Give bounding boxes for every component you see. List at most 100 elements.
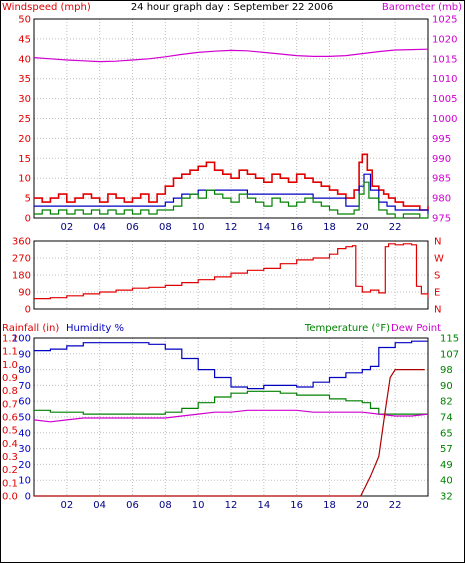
barometer-tick-label: 1020 [432,34,457,45]
temperature-tick-label: 49 [440,460,453,471]
wind-dir-frame [33,240,429,310]
rainfall-axis-label: Rainfall (in) [2,323,59,334]
rainfall-tick-label: 0.6 [2,413,18,424]
x-tick-label: 08 [159,500,172,511]
chart-title: 24 hour graph day : September 22 2006 [131,2,333,13]
x-tick-label: 14 [257,222,270,233]
windspeed-axis-label: Windspeed (mph) [2,2,91,13]
x-tick-label: 10 [192,222,205,233]
x-tick-label: 06 [126,500,139,511]
rainfall-tick-label: 1.2 [2,334,18,345]
barometer-tick-label: 975 [432,214,451,225]
direction-tick-label: 180 [12,271,31,282]
wind-baro-frame [33,18,429,219]
barometer-tick-label: 995 [432,134,451,145]
humidity-tick-label: 40 [18,428,31,439]
low-line [34,181,429,219]
x-tick-label: 08 [159,222,172,233]
humidity-tick-label: 30 [18,444,31,455]
x-tick-label: 16 [290,222,303,233]
barometer-tick-label: 980 [432,194,451,205]
rainfall-tick-label: 0.3 [2,452,18,463]
temperature-tick-label: 57 [440,444,453,455]
temperature-tick-label: 65 [440,428,453,439]
temperature-tick-label: 82 [440,397,453,408]
wind-baro-panel: 02 04 06 08 10 12 14 16 18 20 22051015202530354045… [18,15,457,234]
windspeed-tick-label: 25 [18,114,31,125]
compass-tick-label: N [434,237,441,248]
barometer-tick-label: 1000 [432,114,457,125]
rainfall-tick-label: 0.4 [2,439,18,450]
compass-tick-label: S [434,271,440,282]
dewpoint-line [33,409,429,423]
dewpoint-axis-label: Dew Point [391,323,441,334]
x-tick-label: 20 [356,222,369,233]
rainfall-tick-label: 0.1 [2,478,18,489]
rainfall-tick-label: 1.0 [2,360,18,371]
barometer-tick-label: 1015 [432,54,457,65]
humidity-tick-label: 20 [18,460,31,471]
temperature-tick-label: 90 [440,381,453,392]
rainfall-tick-label: 0.0 [2,492,18,503]
windspeed-tick-label: 35 [18,74,31,85]
windspeed-tick-label: 40 [18,54,31,65]
barometer-tick-label: 990 [432,154,451,165]
rain-humidity-temp-panel: 02 04 06 08 10 12 14 16 18 20 22 0.0 0.1 0.2 0.3 0.4 0.5… [2,334,459,512]
compass-tick-label: W [434,254,444,265]
gust-line [34,153,429,211]
rainfall-tick-label: 0.9 [2,373,18,384]
barometer-line [33,48,429,63]
temperature-tick-label: 115 [440,334,459,345]
x-tick-label: 20 [356,500,369,511]
x-tick-label: 12 [225,500,238,511]
x-tick-label: 04 [93,222,106,233]
humidity-tick-label: 50 [18,413,31,424]
windspeed-tick-label: 10 [18,174,31,185]
barometer-tick-label: 985 [432,174,451,185]
rainfall-tick-label: 1.1 [2,347,18,358]
x-tick-label: 02 [60,222,73,233]
windspeed-tick-label: 50 [18,15,31,26]
temperature-line [34,390,428,415]
humidity-tick-label: 0 [25,492,31,503]
barometer-tick-label: 1005 [432,94,457,105]
barometer-axis-label: Barometer (mb) [382,2,462,13]
windspeed-tick-label: 45 [18,34,31,45]
direction-tick-label: 90 [18,288,31,299]
humidity-tick-label: 90 [18,349,31,360]
rainfall-tick-label: 0.8 [2,386,18,397]
humidity-tick-label: 60 [18,397,31,408]
rainfall-tick-label: 0.5 [2,426,18,437]
humidity-tick-label: 70 [18,381,31,392]
humidity-line [34,340,428,390]
temperature-axis-label: Temperature (°F) [304,323,390,334]
x-tick-label: 02 [60,500,73,511]
windspeed-tick-label: 5 [25,194,31,205]
rainfall-tick-label: 0.7 [2,399,18,410]
temperature-tick-label: 107 [440,349,459,360]
x-tick-label: 04 [93,500,106,511]
rainfall-tick-label: 0.2 [2,465,18,476]
humidity-tick-label: 80 [18,365,31,376]
x-tick-label: 10 [192,500,205,511]
x-tick-label: 18 [323,222,336,233]
x-tick-label: 06 [126,222,139,233]
windspeed-tick-label: 0 [25,214,31,225]
x-tick-label: 22 [389,222,402,233]
barometer-tick-label: 1010 [432,74,457,85]
humidity-axis-label: Humidity % [66,323,124,334]
wind-direction-line [34,243,429,300]
x-tick-label: 14 [257,500,270,511]
humidity-tick-label: 10 [18,476,31,487]
direction-tick-label: 270 [12,254,31,265]
x-tick-label: 12 [225,222,238,233]
barometer-tick-label: 1025 [432,15,457,26]
x-tick-label: 16 [290,500,303,511]
rainfall-line [34,369,425,497]
humidity-tick-label: 100 [12,334,31,345]
temperature-tick-label: 98 [440,365,453,376]
windspeed-tick-label: 30 [18,94,31,105]
direction-tick-label: 0 [25,305,31,316]
